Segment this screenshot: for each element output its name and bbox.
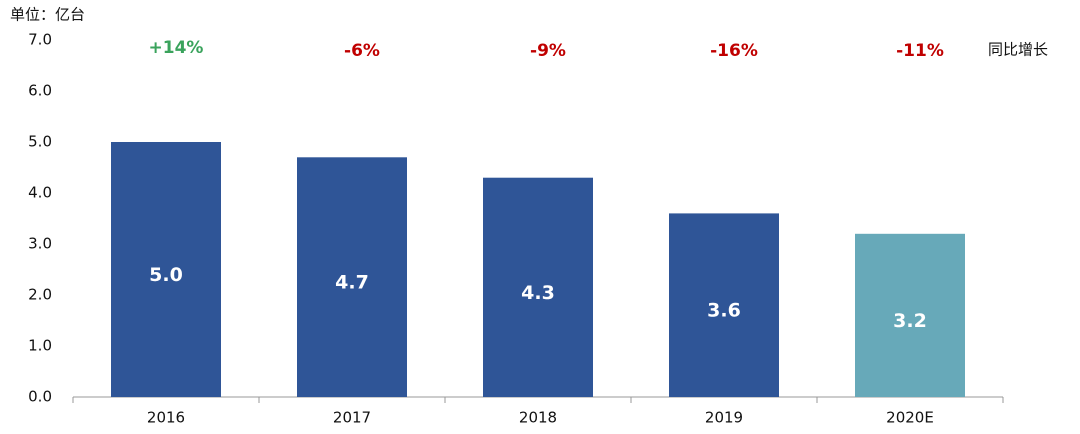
x-tick-label: 2017: [333, 409, 371, 427]
x-tick-label: 2020E: [886, 409, 934, 427]
bar: [669, 213, 779, 397]
value-label: 4.3: [521, 282, 555, 304]
y-tick-label: 3.0: [28, 235, 52, 253]
y-tick-label: 5.0: [28, 133, 52, 151]
x-tick-label: 2016: [147, 409, 185, 427]
growth-label: 同比增长: [988, 41, 1048, 59]
x-tick-label: 2018: [519, 409, 557, 427]
bar: [297, 157, 407, 397]
y-tick-label: 6.0: [28, 82, 52, 100]
growth-annotation: -11%: [896, 41, 944, 61]
bar: [483, 177, 593, 397]
bar: [111, 142, 221, 397]
y-tick-label: 7.0: [28, 31, 52, 49]
y-tick-label: 4.0: [28, 184, 52, 202]
growth-annotation: -16%: [710, 41, 758, 61]
y-tick-label: 0.0: [28, 388, 52, 406]
value-label: 3.2: [893, 310, 927, 332]
growth-annotation: -9%: [530, 41, 566, 61]
value-label: 4.7: [335, 272, 369, 294]
bar: [855, 233, 965, 397]
value-label: 3.6: [707, 300, 741, 322]
growth-annotation: -6%: [344, 41, 380, 61]
unit-label: 单位：亿台: [10, 6, 85, 24]
growth-annotation: +14%: [149, 38, 204, 58]
y-tick-label: 1.0: [28, 337, 52, 355]
y-tick-label: 2.0: [28, 286, 52, 304]
value-label: 5.0: [149, 264, 183, 286]
x-tick-label: 2019: [705, 409, 743, 427]
